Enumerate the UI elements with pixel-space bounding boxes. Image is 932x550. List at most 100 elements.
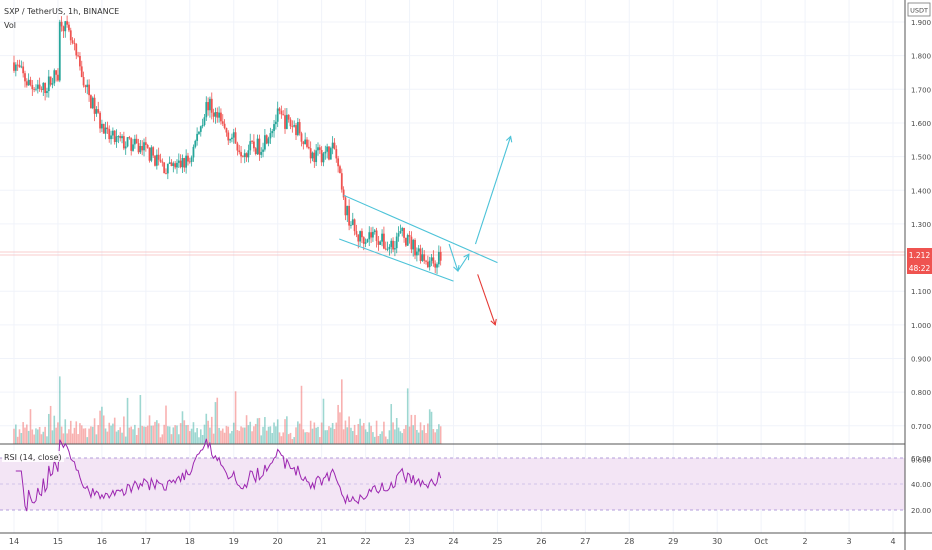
candle-body bbox=[271, 131, 274, 134]
candle-body bbox=[318, 147, 321, 150]
time-axis-ticks: 14 15 16 17 18 19 20 21 22 23 24 25 26 27 28 29 30 Oct 2 3 4 bbox=[9, 537, 896, 546]
candle-body bbox=[27, 79, 30, 86]
price-tick-label: 1.300 bbox=[911, 221, 931, 229]
volume-bar bbox=[346, 427, 349, 444]
time-tick-label: 4 bbox=[890, 537, 895, 546]
volume-bar bbox=[15, 424, 17, 444]
candle-body bbox=[251, 141, 253, 142]
drawing-annotations[interactable] bbox=[339, 135, 513, 326]
candle-body bbox=[46, 91, 48, 94]
volume-bar bbox=[82, 428, 85, 444]
candle-body bbox=[386, 248, 389, 250]
volume-bar bbox=[405, 425, 407, 444]
volume-bar bbox=[64, 419, 67, 444]
symbol-title[interactable]: SXP / TetherUS, 1h, BINANCE bbox=[4, 7, 119, 16]
price-scale[interactable] bbox=[905, 0, 932, 550]
volume-bar bbox=[280, 436, 283, 444]
candle-body bbox=[163, 162, 166, 174]
volume-bar bbox=[113, 417, 116, 444]
candle-body bbox=[207, 102, 210, 111]
forecast-small-arrowhead bbox=[463, 253, 470, 261]
volume-bar bbox=[297, 421, 299, 444]
volume-bar bbox=[344, 420, 347, 444]
candle-body bbox=[69, 30, 72, 41]
volume-bar bbox=[249, 421, 252, 444]
price-tick-label: 1.100 bbox=[911, 288, 931, 296]
volume-bar bbox=[119, 427, 122, 444]
volume-bar bbox=[110, 425, 112, 444]
candle-body bbox=[328, 146, 330, 160]
candle-body bbox=[210, 98, 213, 113]
candle-body bbox=[372, 231, 374, 238]
candle-body bbox=[71, 40, 74, 43]
volume-bar bbox=[53, 415, 56, 444]
candle-body bbox=[117, 136, 120, 137]
volume-bar bbox=[254, 423, 257, 444]
volume-bar bbox=[137, 427, 140, 444]
rsi-label[interactable]: RSI (14, close) bbox=[4, 453, 62, 462]
volume-bar bbox=[198, 437, 200, 444]
candle-body bbox=[111, 130, 114, 136]
last-price-text: 1.212 bbox=[909, 251, 931, 260]
rsi-scale-ticks: 60.00 40.00 20.00 bbox=[911, 455, 931, 515]
volume-bar bbox=[146, 425, 149, 444]
volume-bar bbox=[295, 427, 297, 444]
candle-body bbox=[355, 231, 358, 235]
volume-bar bbox=[432, 429, 435, 444]
candle-body bbox=[388, 246, 391, 249]
currency-box[interactable] bbox=[907, 2, 931, 17]
volume-bar bbox=[165, 405, 167, 444]
candle-body bbox=[102, 123, 105, 134]
candle-body bbox=[113, 130, 116, 143]
candle-body bbox=[121, 136, 123, 139]
candle-body bbox=[406, 235, 409, 246]
volume-bar bbox=[66, 433, 68, 444]
volume-bar bbox=[209, 427, 211, 444]
volume-bar bbox=[381, 431, 383, 444]
candle-body bbox=[161, 161, 164, 163]
candle-body bbox=[146, 144, 149, 148]
candle-body bbox=[55, 70, 58, 75]
channel-lower-line bbox=[339, 238, 454, 282]
volume-label[interactable]: Vol bbox=[4, 21, 16, 30]
candle-body bbox=[249, 141, 252, 151]
candle-body bbox=[282, 114, 285, 116]
candle-body bbox=[199, 126, 202, 132]
volume-bar bbox=[324, 430, 327, 444]
volume-bar bbox=[357, 424, 360, 444]
volume-bar bbox=[51, 430, 54, 444]
currency-label: USDT bbox=[910, 7, 928, 15]
price-tick-label: 1.700 bbox=[911, 86, 931, 94]
volume-bar bbox=[91, 426, 94, 444]
candle-body bbox=[157, 154, 160, 160]
candle-body bbox=[333, 142, 336, 150]
volume-bar bbox=[62, 433, 65, 444]
volume-bar bbox=[286, 416, 288, 444]
candle-body bbox=[284, 115, 286, 129]
volume-bar bbox=[68, 429, 70, 444]
volume-bar bbox=[276, 419, 279, 444]
volume-bar bbox=[337, 404, 339, 444]
forecast-up-arrowhead bbox=[505, 135, 513, 143]
candle-body bbox=[256, 138, 259, 155]
volume-bar bbox=[340, 379, 343, 444]
candle-body bbox=[238, 150, 241, 153]
volume-bar bbox=[423, 425, 425, 444]
candle-body bbox=[291, 126, 294, 128]
volume-bar bbox=[399, 431, 402, 444]
candle-body bbox=[57, 74, 59, 81]
volume-bar bbox=[150, 425, 153, 444]
volume-bar bbox=[95, 434, 98, 444]
candle-body bbox=[269, 133, 272, 139]
candle-body bbox=[90, 95, 92, 109]
candle-body bbox=[337, 158, 340, 167]
volume-bar bbox=[236, 430, 239, 444]
candle-body bbox=[190, 157, 193, 162]
volume-bar bbox=[80, 425, 83, 444]
volume-bar bbox=[128, 427, 131, 444]
candle-body bbox=[106, 127, 109, 130]
volume-bar bbox=[225, 425, 228, 444]
volume-bar bbox=[350, 427, 352, 444]
candle-body bbox=[351, 219, 354, 225]
